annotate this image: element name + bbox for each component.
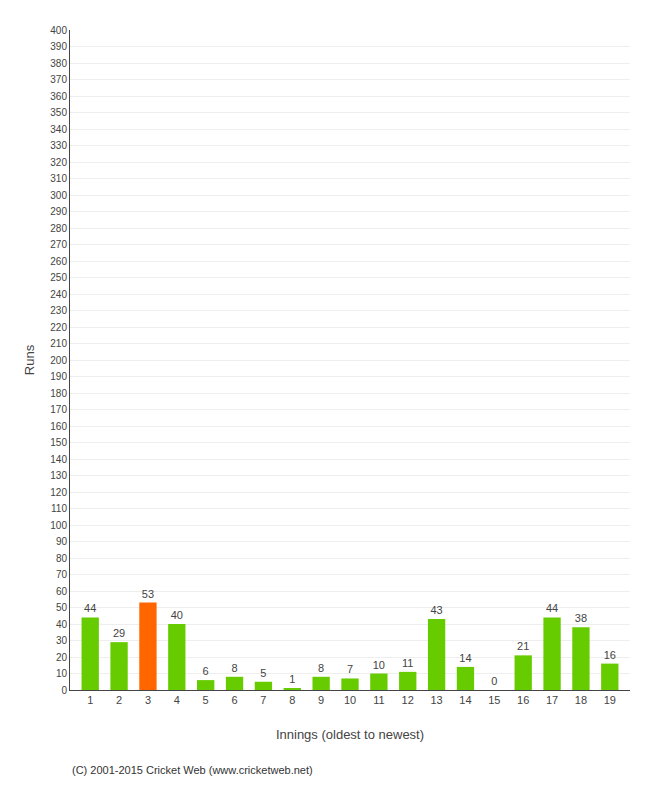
svg-text:0: 0 [491,675,497,687]
svg-text:18: 18 [575,694,587,706]
svg-text:3: 3 [145,694,151,706]
svg-text:40: 40 [171,609,183,621]
svg-text:29: 29 [113,627,125,639]
svg-text:50: 50 [56,602,68,613]
svg-text:17: 17 [546,694,558,706]
svg-text:140: 140 [50,454,67,465]
svg-text:60: 60 [56,586,68,597]
svg-text:16: 16 [517,694,529,706]
svg-text:250: 250 [50,272,67,283]
svg-text:13: 13 [430,694,442,706]
svg-text:8: 8 [289,694,295,706]
svg-text:120: 120 [50,487,67,498]
svg-text:350: 350 [50,107,67,118]
svg-text:230: 230 [50,305,67,316]
svg-text:9: 9 [318,694,324,706]
svg-text:21: 21 [517,640,529,652]
svg-text:44: 44 [84,602,96,614]
svg-text:70: 70 [56,569,68,580]
svg-text:370: 370 [50,74,67,85]
svg-text:290: 290 [50,206,67,217]
svg-text:5: 5 [260,667,266,679]
svg-text:19: 19 [604,694,616,706]
svg-text:16: 16 [604,649,616,661]
svg-text:7: 7 [260,694,266,706]
svg-text:8: 8 [318,662,324,674]
svg-text:80: 80 [56,553,68,564]
svg-text:10: 10 [56,668,68,679]
svg-text:360: 360 [50,91,67,102]
svg-text:150: 150 [50,437,67,448]
svg-text:5: 5 [203,694,209,706]
svg-text:0: 0 [61,685,67,696]
svg-text:240: 240 [50,289,67,300]
svg-text:40: 40 [56,619,68,630]
svg-text:38: 38 [575,612,587,624]
svg-text:4: 4 [174,694,180,706]
svg-text:300: 300 [50,190,67,201]
svg-text:11: 11 [373,694,384,706]
svg-text:14: 14 [459,694,471,706]
svg-text:320: 320 [50,157,67,168]
svg-text:180: 180 [50,388,67,399]
svg-text:260: 260 [50,256,67,267]
svg-text:220: 220 [50,322,67,333]
svg-text:53: 53 [142,588,154,600]
svg-text:2: 2 [116,694,122,706]
svg-text:10: 10 [344,694,356,706]
svg-text:30: 30 [56,635,68,646]
svg-text:20: 20 [56,652,68,663]
svg-text:110: 110 [51,503,67,514]
svg-text:1: 1 [289,673,295,685]
svg-text:130: 130 [50,470,67,481]
svg-text:Innings (oldest to newest): Innings (oldest to newest) [276,727,424,742]
svg-text:10: 10 [373,659,385,671]
svg-text:7: 7 [347,663,353,675]
svg-text:11: 11 [402,657,413,669]
svg-text:1: 1 [87,694,93,706]
svg-text:270: 270 [50,239,67,250]
svg-text:200: 200 [50,355,67,366]
svg-text:160: 160 [50,421,67,432]
svg-text:8: 8 [231,662,237,674]
svg-text:90: 90 [56,536,68,547]
svg-text:100: 100 [50,520,67,531]
svg-text:380: 380 [50,58,67,69]
svg-text:12: 12 [402,694,414,706]
svg-text:310: 310 [50,173,67,184]
svg-text:6: 6 [203,665,209,677]
svg-text:210: 210 [50,338,67,349]
svg-text:330: 330 [50,140,67,151]
svg-text:390: 390 [50,41,67,52]
svg-text:190: 190 [50,371,67,382]
svg-text:44: 44 [546,602,558,614]
svg-text:400: 400 [50,25,67,36]
svg-text:14: 14 [459,652,471,664]
svg-text:170: 170 [50,404,67,415]
svg-text:280: 280 [50,223,67,234]
svg-text:340: 340 [50,124,67,135]
svg-text:(C) 2001-2015 Cricket Web (www: (C) 2001-2015 Cricket Web (www.cricketwe… [72,764,313,776]
svg-text:43: 43 [430,604,442,616]
svg-text:Runs: Runs [22,344,37,375]
svg-text:6: 6 [231,694,237,706]
svg-text:15: 15 [488,694,500,706]
